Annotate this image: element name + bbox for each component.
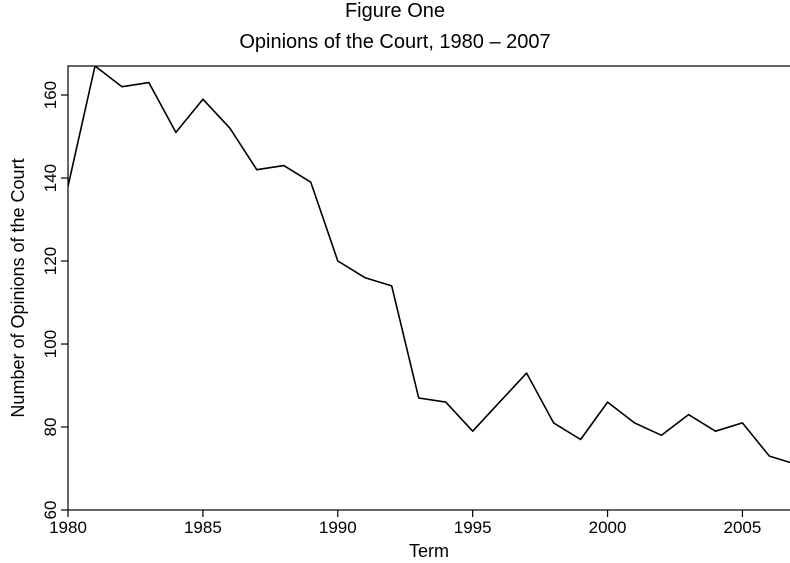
x-axis: 1980 1985 1990 1995 2000 2005 [49,510,761,537]
y-axis-title: Number of Opinions of the Court [8,158,28,417]
x-tick-label: 1980 [49,518,87,537]
x-tick-label: 1985 [184,518,222,537]
x-tick-label: 1990 [319,518,357,537]
chart-subtitle: Opinions of the Court, 1980 – 2007 [239,31,551,53]
y-axis: 60 80 100 120 140 160 [41,81,68,520]
x-tick-label: 2000 [589,518,627,537]
y-tick-label: 140 [41,164,60,192]
y-tick-label: 120 [41,247,60,275]
x-tick-label: 1995 [454,518,492,537]
y-tick-label: 100 [41,330,60,358]
chart-title: Figure One [344,0,446,22]
x-axis-title: Term [409,541,449,561]
series-line-opinions [68,66,790,464]
y-tick-label: 60 [41,501,60,520]
x-tick-label: 2005 [724,518,762,537]
y-tick-label: 160 [41,81,60,109]
y-tick-label: 80 [41,418,60,437]
plot-frame [67,65,790,511]
